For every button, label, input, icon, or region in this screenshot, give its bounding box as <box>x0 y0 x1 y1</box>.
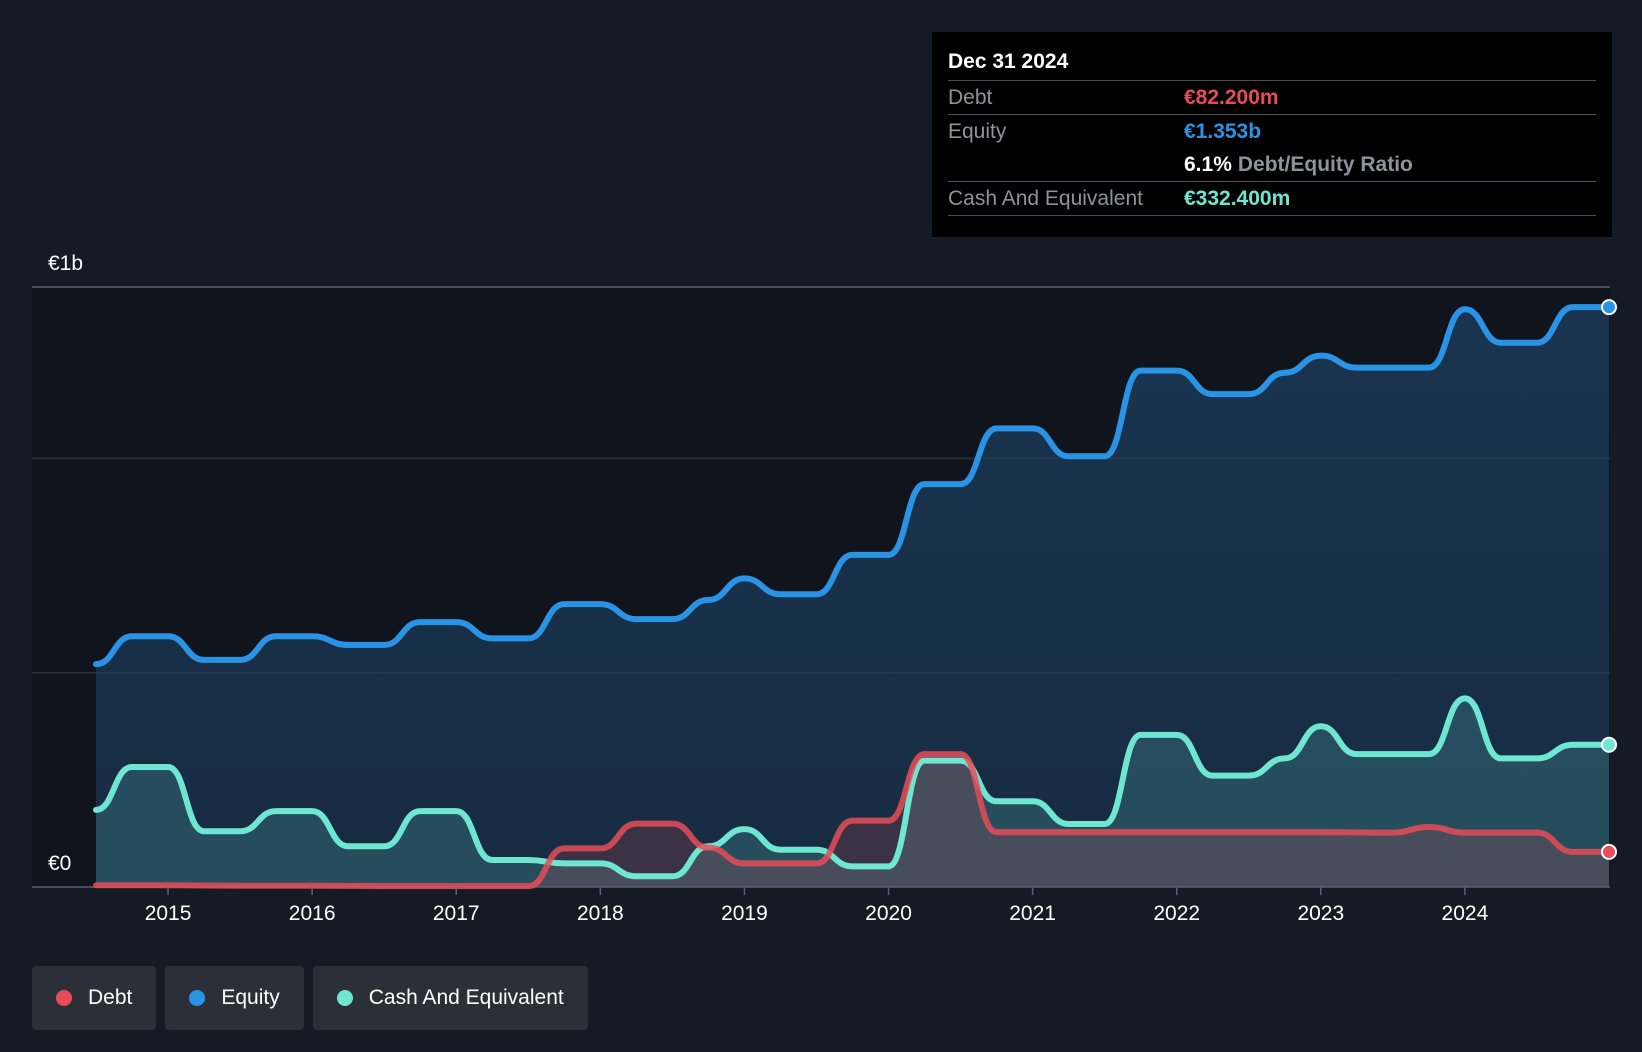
legend-item-equity[interactable]: Equity <box>165 966 304 1030</box>
tooltip-bottom-divider <box>948 215 1596 216</box>
tooltip-date: Dec 31 2024 <box>948 50 1069 73</box>
equity-endpoint-marker <box>1601 299 1617 316</box>
chart-legend: Debt Equity Cash And Equivalent <box>32 966 588 1030</box>
legend-equity-label: Equity <box>221 986 280 1009</box>
equity-area <box>96 307 1609 888</box>
x-tick-label: 2023 <box>1297 902 1344 925</box>
x-tick-label: 2015 <box>145 902 192 925</box>
tooltip-ratio-label: Debt/Equity Ratio <box>1237 152 1413 176</box>
tooltip-cash-value: €332.400m <box>1184 186 1291 210</box>
x-tick-label: 2018 <box>577 902 624 925</box>
y-axis-top-label: €1b <box>48 252 83 275</box>
x-tick-label: 2016 <box>289 902 336 925</box>
equity-line <box>93 304 1612 668</box>
legend-cash-label: Cash And Equivalent <box>368 986 564 1009</box>
legend-debt-label: Debt <box>88 986 133 1009</box>
cash-line <box>93 695 1612 880</box>
tooltip-ratio-value: 6.1% <box>1184 152 1232 176</box>
debt-dot-icon <box>56 990 72 1006</box>
tooltip-ratio-row: 6.1% Debt/Equity Ratio <box>948 148 1596 181</box>
legend-item-cash[interactable]: Cash And Equivalent <box>312 966 588 1030</box>
tooltip-debt-label: Debt <box>948 85 993 109</box>
equity-dot-icon <box>189 990 206 1006</box>
y-axis-zero-label: €0 <box>48 852 71 875</box>
series-lines <box>93 304 1612 890</box>
x-tick-label: 2017 <box>433 902 480 925</box>
legend-item-debt[interactable]: Debt <box>32 966 157 1030</box>
cash-dot-icon <box>336 990 353 1006</box>
debt-line <box>93 751 1612 890</box>
x-tick-label: 2024 <box>1442 902 1489 925</box>
x-tick-label: 2022 <box>1153 902 1200 925</box>
tooltip-equity-value: €1.353b <box>1184 119 1262 143</box>
tooltip-cash-row: Cash And Equivalent €332.400m <box>948 181 1596 215</box>
x-tick-label: 2019 <box>721 902 768 925</box>
x-axis-ticks: 2015 2016 2017 2018 2019 2020 2021 2022 2023 2024 <box>145 887 1489 925</box>
tooltip-equity-row: Equity €1.353b <box>948 114 1596 148</box>
tooltip-debt-row: Debt €82.200m <box>948 80 1596 114</box>
debt-endpoint-marker <box>1601 843 1617 860</box>
x-tick-label: 2020 <box>865 902 912 925</box>
tooltip-debt-value: €82.200m <box>1184 85 1279 109</box>
debt-area <box>96 754 1609 887</box>
x-tick-label: 2021 <box>1009 902 1056 925</box>
cash-endpoint-marker <box>1601 736 1617 753</box>
series-endpoints <box>1601 299 1617 860</box>
tooltip-panel: Dec 31 2024 Debt €82.200m Equity €1.353b… <box>932 32 1612 237</box>
tooltip-cash-label: Cash And Equivalent <box>948 186 1143 210</box>
tooltip-equity-label: Equity <box>948 119 1007 143</box>
